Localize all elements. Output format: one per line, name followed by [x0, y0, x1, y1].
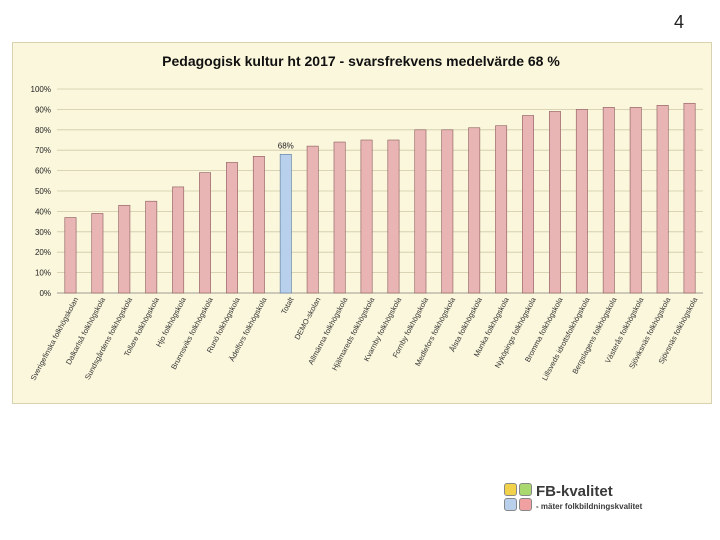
bar — [145, 200, 158, 294]
bar — [91, 213, 104, 294]
bar — [360, 139, 373, 294]
chart-title: Pedagogisk kultur ht 2017 - svarsfrekven… — [162, 53, 560, 69]
bar — [252, 156, 265, 294]
bar — [495, 125, 508, 294]
y-tick-label: 0% — [39, 289, 51, 298]
logo-squares-icon — [504, 483, 534, 513]
category-label: Sundsgårdens folkhögskola — [83, 295, 135, 381]
bar — [575, 109, 588, 294]
category-label: Sverigefinska folkhögskolan — [29, 296, 81, 382]
y-tick-label: 10% — [35, 269, 51, 278]
bar — [64, 217, 77, 294]
bar — [549, 111, 561, 294]
bar-total — [279, 153, 292, 294]
y-tick-label: 100% — [31, 85, 51, 94]
y-tick-label: 90% — [35, 105, 51, 114]
bar — [306, 145, 319, 294]
bar — [522, 115, 534, 294]
fb-kvalitet-logo: FB-kvalitet - mäter folkbildningskvalite… — [504, 483, 704, 523]
bar — [656, 105, 669, 294]
y-tick-label: 80% — [35, 126, 51, 135]
bar — [199, 172, 211, 294]
bar — [333, 141, 346, 294]
logo-subtitle: - mäter folkbildningskvalitet — [536, 502, 643, 511]
bar — [602, 107, 615, 294]
data-label-total: 68% — [278, 141, 294, 150]
logo-title: FB-kvalitet — [536, 483, 613, 500]
y-tick-label: 30% — [35, 228, 51, 237]
bar-chart: Pedagogisk kultur ht 2017 - svarsfrekven… — [29, 53, 703, 382]
y-tick-label: 40% — [35, 207, 51, 216]
bar — [629, 107, 642, 294]
bar — [172, 186, 185, 294]
bar — [226, 162, 238, 294]
category-label: Lillsveds idrottsfolkhögskola — [540, 295, 592, 382]
bar — [683, 102, 696, 294]
y-tick-label: 20% — [35, 248, 51, 257]
bar — [387, 139, 400, 294]
bar — [441, 129, 454, 294]
y-tick-label: 50% — [35, 187, 51, 196]
bar — [414, 129, 427, 294]
bar — [468, 127, 481, 294]
y-tick-label: 70% — [35, 146, 51, 155]
category-label: DEMO-skolan — [293, 296, 323, 341]
y-tick-label: 60% — [35, 167, 51, 176]
bar — [118, 204, 131, 294]
category-label: Totalt — [279, 295, 296, 316]
page-number: 4 — [673, 12, 684, 32]
chart-panel: Pedagogisk kultur ht 2017 - svarsfrekven… — [12, 42, 712, 404]
